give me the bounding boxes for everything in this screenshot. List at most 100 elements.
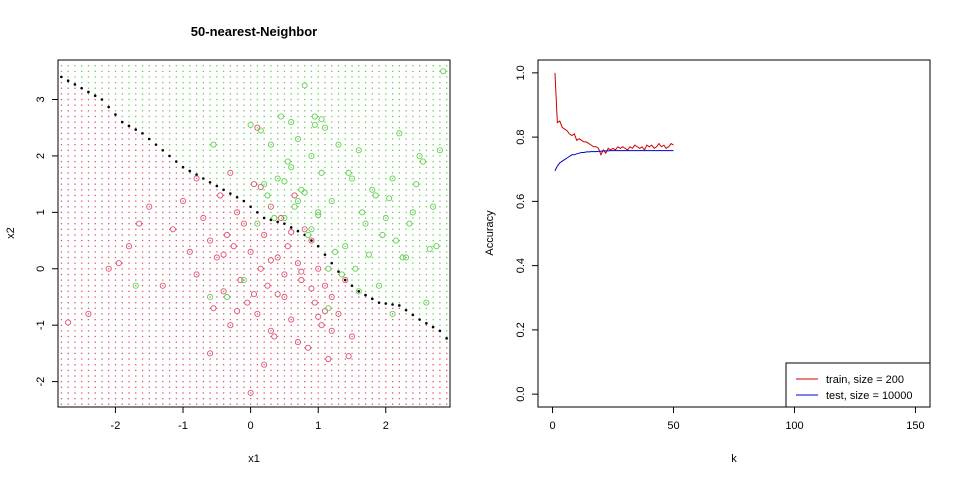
grid-dot <box>94 217 96 219</box>
grid-dot <box>425 70 428 72</box>
grid-dot <box>263 81 265 84</box>
grid-dot <box>405 318 407 321</box>
grid-dot <box>243 81 245 84</box>
grid-dot <box>195 285 198 287</box>
grid-dot <box>74 324 76 326</box>
point-class-green <box>355 147 362 154</box>
grid-dot <box>250 81 252 84</box>
grid-dot <box>243 211 245 214</box>
grid-dot <box>168 341 171 343</box>
grid-dot <box>216 285 218 287</box>
grid-dot <box>182 155 184 157</box>
grid-dot <box>222 87 225 89</box>
grid-dot <box>250 110 252 112</box>
grid-dot <box>324 93 326 95</box>
grid-dot <box>358 392 360 394</box>
grid-dot <box>378 81 380 84</box>
grid-dot <box>108 138 110 140</box>
grid-dot <box>385 397 387 400</box>
grid-dot <box>236 251 238 253</box>
grid-dot <box>229 144 232 146</box>
grid-dot <box>175 268 177 270</box>
grid-dot <box>358 364 360 366</box>
grid-dot <box>331 127 333 129</box>
grid-dot <box>331 397 333 400</box>
grid-dot <box>168 347 171 349</box>
grid-dot <box>304 127 306 129</box>
grid-dot <box>297 386 299 388</box>
grid-dot <box>337 166 340 168</box>
grid-dot <box>358 144 360 146</box>
grid-dot <box>324 347 326 349</box>
grid-dot <box>114 138 117 140</box>
grid-dot <box>250 279 252 281</box>
grid-dot <box>182 290 184 293</box>
grid-dot <box>290 155 292 157</box>
grid-dot <box>256 285 259 287</box>
grid-dot <box>67 144 69 146</box>
grid-dot <box>324 262 326 264</box>
grid-dot <box>310 318 313 321</box>
grid-dot <box>135 318 137 321</box>
grid-dot <box>364 369 367 372</box>
grid-dot <box>425 223 428 225</box>
grid-dot <box>324 369 326 372</box>
grid-dot <box>277 318 279 321</box>
grid-dot <box>263 98 265 101</box>
grid-dot <box>391 313 394 315</box>
grid-dot <box>256 138 259 140</box>
grid-dot <box>283 194 286 197</box>
grid-dot <box>148 273 150 276</box>
grid-dot <box>202 149 205 151</box>
grid-dot <box>162 335 164 338</box>
grid-dot <box>94 245 96 247</box>
grid-dot <box>250 397 252 400</box>
grid-dot <box>141 397 144 400</box>
grid-dot <box>114 211 117 214</box>
grid-dot <box>310 262 313 264</box>
grid-dot <box>148 279 150 281</box>
grid-dot <box>141 403 144 405</box>
grid-dot <box>351 93 353 95</box>
grid-dot <box>446 358 448 360</box>
grid-dot <box>256 160 259 163</box>
grid-dot <box>229 251 232 253</box>
grid-dot <box>250 160 252 163</box>
grid-dot <box>398 273 401 276</box>
grid-dot <box>168 386 171 388</box>
point-class-red <box>294 260 301 267</box>
grid-dot <box>317 358 319 360</box>
grid-dot <box>60 285 63 287</box>
grid-dot <box>439 87 441 89</box>
grid-dot <box>432 364 434 366</box>
grid-dot <box>418 364 421 366</box>
grid-dot <box>67 155 69 157</box>
grid-dot <box>310 160 313 163</box>
grid-dot <box>371 369 373 372</box>
grid-dot <box>270 160 272 163</box>
grid-dot <box>108 302 110 304</box>
grid-dot <box>405 341 407 343</box>
grid-dot <box>283 217 286 219</box>
grid-dot <box>290 98 292 101</box>
point-class-green <box>426 245 433 253</box>
grid-dot <box>216 194 218 197</box>
grid-dot <box>324 251 326 253</box>
grid-dot <box>67 341 69 343</box>
point-class-green <box>355 288 362 295</box>
grid-dot <box>67 228 69 230</box>
grid-dot <box>263 262 265 264</box>
grid-dot <box>135 93 137 95</box>
grid-dot <box>236 70 238 72</box>
grid-dot <box>391 211 394 214</box>
grid-dot <box>358 194 360 197</box>
grid-dot <box>351 172 353 174</box>
grid-dot <box>155 245 157 247</box>
grid-dot <box>209 70 211 72</box>
grid-dot <box>94 160 96 163</box>
grid-dot <box>310 172 313 174</box>
grid-dot <box>391 127 394 129</box>
grid-dot <box>250 76 252 78</box>
grid-dot <box>141 279 144 281</box>
grid-dot <box>324 65 326 67</box>
